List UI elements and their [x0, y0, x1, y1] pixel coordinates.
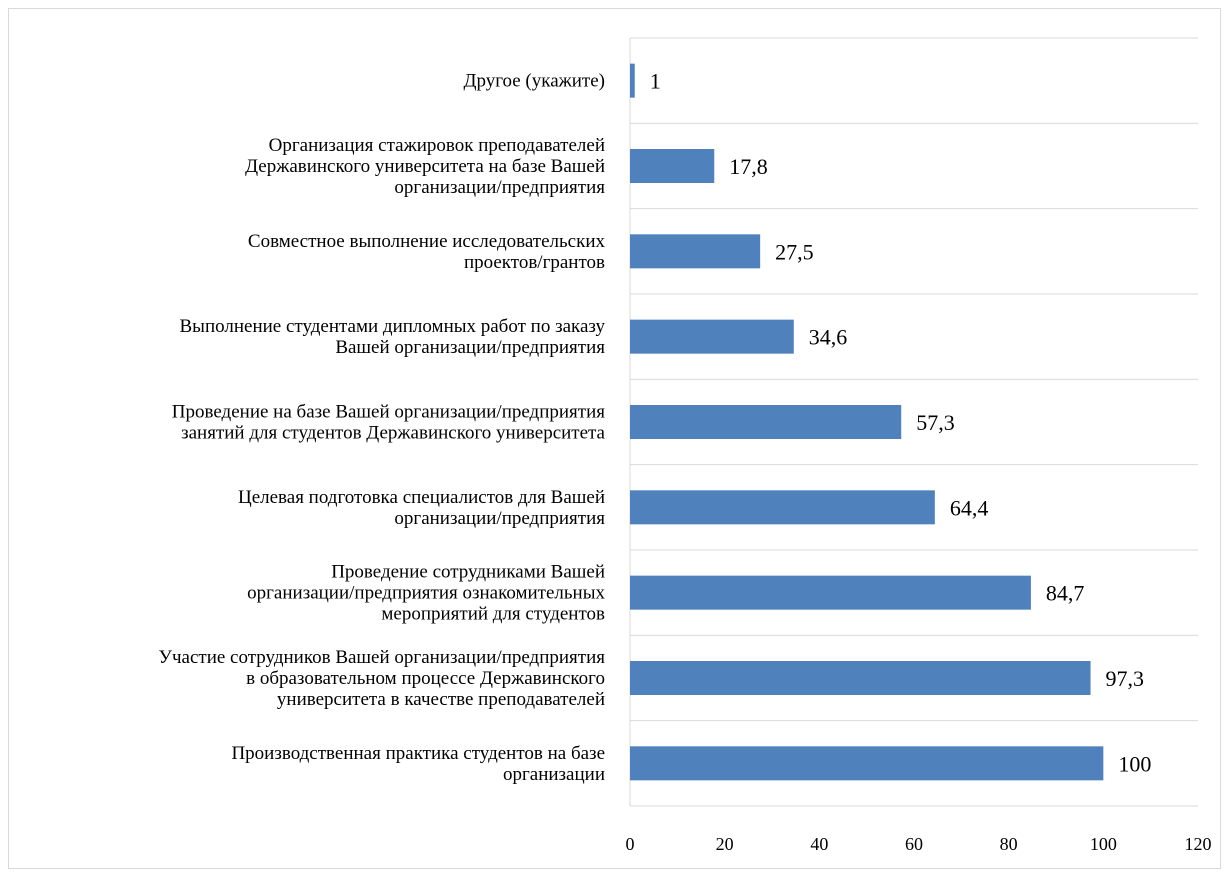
bar — [630, 405, 902, 439]
category-label-line: Проведение на базе Вашей организации/пре… — [172, 402, 605, 423]
data-label: 100 — [1118, 751, 1151, 776]
bar — [630, 661, 1091, 695]
category-label-line: Организация стажировок преподавателей — [269, 135, 605, 156]
category-label-line: мероприятий для студентов — [381, 604, 605, 625]
x-tick-label: 100 — [1090, 834, 1117, 854]
category-label-line: Державинского университета на базе Вашей — [245, 156, 605, 177]
category-label: Организация стажировок преподавателей Дер… — [245, 135, 605, 198]
bar — [630, 149, 715, 183]
bar — [630, 63, 635, 98]
x-tick-label: 120 — [1185, 834, 1212, 854]
chart-frame — [8, 8, 1221, 869]
x-tick-label: 80 — [1000, 834, 1018, 854]
bar — [630, 319, 794, 354]
category-label: Проведение сотрудниками Вашей организации… — [247, 562, 605, 625]
category-label-line: проектов/грантов — [464, 252, 605, 273]
category-label: Другое (укажите) — [463, 71, 605, 92]
category-label-line: Проведение сотрудниками Вашей — [331, 562, 605, 583]
category-label-line: организации/предприятия — [394, 508, 605, 529]
data-label: 34,6 — [809, 325, 848, 350]
bar — [630, 575, 1031, 610]
bar — [630, 234, 761, 269]
category-label-line: Выполнение студентами дипломных работ по… — [180, 316, 606, 337]
category-label: Целевая подготовка специалистов для Ваше… — [238, 487, 605, 529]
data-label: 84,7 — [1046, 581, 1085, 606]
data-label: 64,4 — [950, 495, 989, 520]
category-label: Выполнение студентами дипломных работ по… — [180, 316, 606, 358]
category-label-line: Вашей организации/предприятия — [335, 337, 605, 358]
data-label: 27,5 — [775, 239, 814, 264]
x-tick-label: 20 — [716, 834, 734, 854]
category-label-line: университета в качестве преподавателей — [277, 689, 605, 710]
bar — [630, 490, 935, 525]
category-label-line: организации/предприятия ознакомительных — [247, 583, 605, 604]
category-label: Участие сотрудников Вашей организации/пр… — [159, 647, 606, 710]
x-tick-label: 60 — [905, 834, 923, 854]
category-label-line: в образовательном процессе Державинского — [246, 668, 605, 689]
data-label: 97,3 — [1106, 666, 1145, 691]
category-label-line: организации/предприятия — [394, 177, 605, 198]
x-tick-label: 40 — [810, 834, 828, 854]
category-label-line: занятий для студентов Державинского унив… — [181, 423, 605, 444]
category-label-line: Совместное выполнение исследовательских — [248, 231, 606, 252]
category-label: Производственная практика студентов на б… — [231, 743, 605, 785]
bar — [630, 746, 1104, 781]
category-label-line: Другое (укажите) — [463, 71, 605, 92]
category-label-line: Участие сотрудников Вашей организации/пр… — [159, 647, 606, 668]
data-label: 57,3 — [916, 410, 955, 435]
data-label: 17,8 — [729, 154, 768, 179]
data-label: 1 — [650, 69, 661, 94]
x-tick-label: 0 — [626, 834, 635, 854]
category-label-line: Производственная практика студентов на б… — [231, 743, 605, 764]
category-label: Совместное выполнение исследовательских п… — [248, 231, 606, 273]
category-label-line: организации — [503, 764, 605, 785]
category-label: Проведение на базе Вашей организации/пре… — [172, 402, 606, 444]
category-label-line: Целевая подготовка специалистов для Ваше… — [238, 487, 605, 508]
